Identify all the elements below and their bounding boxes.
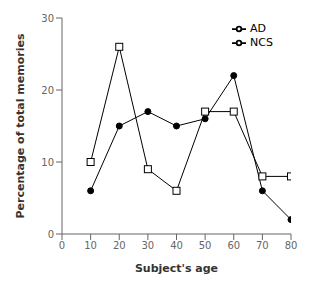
svg-text:10: 10 [84,240,97,251]
svg-text:20: 20 [41,85,54,96]
svg-text:30: 30 [142,240,155,251]
svg-text:20: 20 [113,240,126,251]
html-text:AD: AD [250,22,267,35]
svg-text:50: 50 [199,240,212,251]
svg-text:30: 30 [41,13,54,24]
svg-text:10: 10 [41,157,54,168]
svg-text:Percentage of total memories: Percentage of total memories [14,33,27,218]
svg-text:80: 80 [285,240,298,251]
svg-text:0: 0 [59,240,65,251]
svg-text:0: 0 [48,229,54,240]
html-text:NCS: NCS [250,36,273,49]
svg-text:Subject's age: Subject's age [135,262,218,275]
svg-text:60: 60 [227,240,240,251]
svg-text:70: 70 [256,240,269,251]
svg-text:40: 40 [170,240,183,251]
